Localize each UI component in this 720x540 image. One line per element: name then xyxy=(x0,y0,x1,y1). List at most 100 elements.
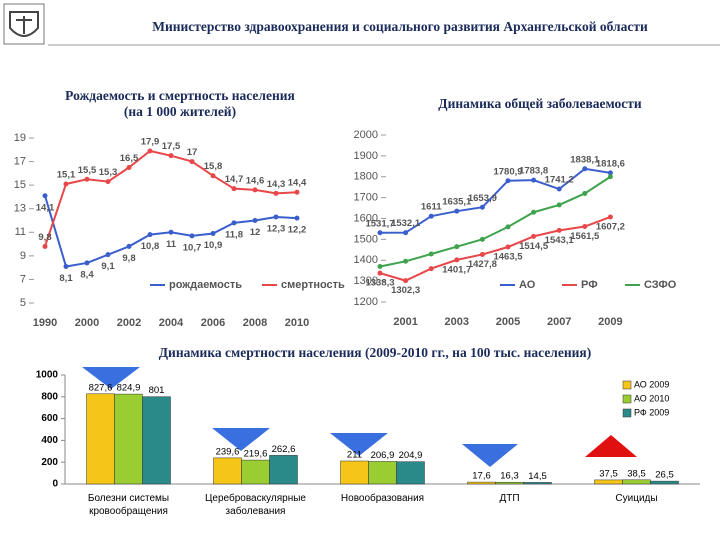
point xyxy=(168,229,174,235)
legend-label: рождаемость xyxy=(169,279,242,291)
point xyxy=(42,243,48,249)
value-label: 262,6 xyxy=(272,444,296,455)
chart-title: Динамика общей заболеваемости xyxy=(438,96,642,111)
point xyxy=(454,208,460,214)
legend-swatch xyxy=(622,380,632,390)
point xyxy=(582,224,588,230)
value-label: 16,5 xyxy=(120,153,139,164)
y-tick-label: 9 xyxy=(20,250,26,262)
y-tick-label: 19 xyxy=(14,132,26,144)
legend-label: смертность xyxy=(281,279,345,291)
value-label: 801 xyxy=(149,385,165,396)
value-label: 1653,9 xyxy=(468,193,497,204)
point xyxy=(531,209,537,215)
decrease-arrow xyxy=(82,367,140,389)
value-label: 10,7 xyxy=(183,242,202,253)
value-label: 17,6 xyxy=(472,471,491,482)
y-tick-label: 7 xyxy=(20,273,26,285)
chart-title: Динамика смертности населения (2009-2010… xyxy=(158,345,592,360)
value-label: 16,3 xyxy=(500,471,519,482)
x-tick-label: 2009 xyxy=(598,316,622,328)
point xyxy=(454,244,460,250)
point xyxy=(294,215,300,221)
bar xyxy=(396,461,425,485)
bar xyxy=(241,459,270,485)
x-tick-label: Суициды xyxy=(615,493,658,504)
series-line xyxy=(379,216,611,282)
value-label: 15,1 xyxy=(57,169,76,180)
value-label: 14,6 xyxy=(246,175,265,186)
y-tick-label: 600 xyxy=(41,413,58,424)
point xyxy=(377,270,383,276)
point xyxy=(231,186,237,192)
point xyxy=(556,227,562,233)
point xyxy=(105,252,111,258)
value-label: 1427,8 xyxy=(468,259,497,270)
bar xyxy=(114,393,143,485)
point xyxy=(294,189,300,195)
point xyxy=(607,170,613,176)
chart-title: Рождаемость и смертность населения (на 1… xyxy=(65,88,295,119)
x-tick-label: Болезни системы кровообращения xyxy=(87,493,170,517)
point xyxy=(479,251,485,257)
decrease-arrow xyxy=(212,428,270,451)
point xyxy=(505,178,511,184)
series-line xyxy=(379,167,611,234)
bar xyxy=(213,457,242,485)
bar xyxy=(594,479,623,485)
value-label: 1607,2 xyxy=(596,222,625,233)
point xyxy=(377,264,383,270)
bar xyxy=(142,396,171,485)
legend-swatch xyxy=(622,394,632,404)
point xyxy=(42,193,48,199)
y-tick-label: 800 xyxy=(41,391,58,402)
value-label: 8,4 xyxy=(80,269,94,280)
y-tick-label: 1400 xyxy=(354,254,378,266)
x-tick-label: 2005 xyxy=(496,316,520,328)
value-label: 17,9 xyxy=(141,136,160,147)
x-tick-label: 2006 xyxy=(201,317,225,329)
x-tick-label: 2010 xyxy=(285,317,309,329)
x-tick-label: 2008 xyxy=(243,317,267,329)
value-label: 1401,7 xyxy=(442,264,471,275)
x-tick-label: 2007 xyxy=(547,316,571,328)
point xyxy=(105,179,111,185)
point xyxy=(428,266,434,272)
x-tick-label: 2000 xyxy=(75,317,99,329)
y-tick-label: 1600 xyxy=(354,212,378,224)
value-label: 1514,5 xyxy=(519,241,549,252)
legend-label: РФ xyxy=(581,279,598,291)
point xyxy=(252,187,258,193)
y-tick-label: 0 xyxy=(52,479,58,490)
point xyxy=(505,244,511,250)
y-tick-label: 1800 xyxy=(354,171,378,183)
value-label: 1635,1 xyxy=(442,197,472,208)
value-label: 14,4 xyxy=(288,178,307,189)
point xyxy=(189,233,195,239)
point xyxy=(273,214,279,220)
legend-label: АО xyxy=(519,279,536,291)
point xyxy=(531,177,537,183)
bar xyxy=(523,482,552,485)
value-label: 14,1 xyxy=(36,202,55,213)
value-label: 26,5 xyxy=(655,470,674,481)
y-tick-label: 1200 xyxy=(354,296,378,308)
legend-label: СЗФО xyxy=(644,279,677,291)
value-label: 11 xyxy=(166,239,177,250)
x-tick-label: 2003 xyxy=(445,316,469,328)
point xyxy=(210,173,216,179)
y-tick-label: 11 xyxy=(15,226,26,238)
point xyxy=(505,224,511,230)
x-tick-label: Цереброваскулярные заболевания xyxy=(205,493,306,517)
value-label: 206,9 xyxy=(371,450,395,461)
value-label: 11,8 xyxy=(225,229,243,240)
value-label: 1302,3 xyxy=(391,285,420,296)
y-tick-label: 1700 xyxy=(354,192,378,204)
bar xyxy=(650,480,679,485)
increase-arrow xyxy=(585,435,637,457)
value-label: 1611 xyxy=(421,202,442,213)
value-label: 12 xyxy=(250,227,261,238)
bar xyxy=(269,455,298,485)
point xyxy=(403,230,409,236)
